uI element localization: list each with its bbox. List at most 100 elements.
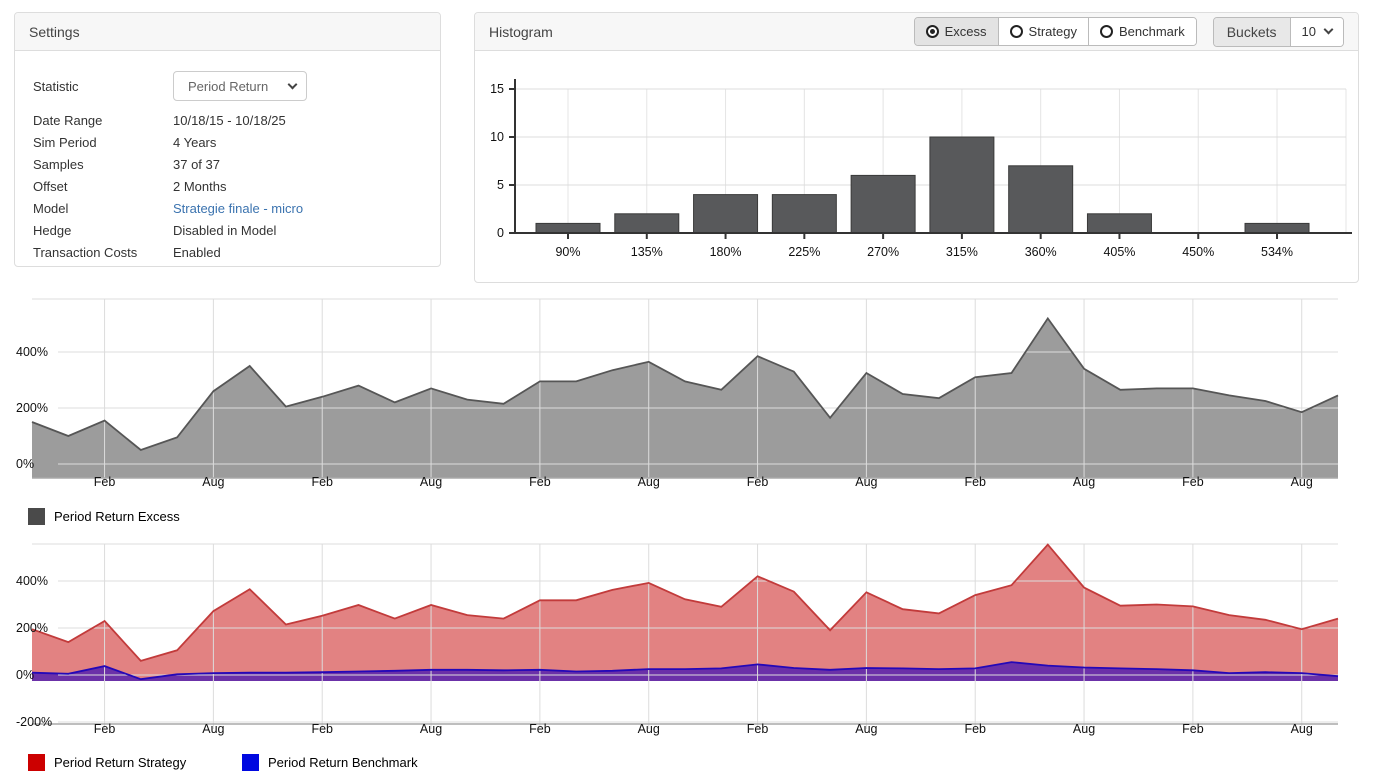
svg-text:0%: 0% — [16, 668, 34, 682]
row-label: Samples — [33, 156, 84, 172]
row-label: Hedge — [33, 222, 72, 238]
buckets-control: Buckets 10 — [1212, 16, 1344, 47]
svg-text:400%: 400% — [16, 574, 48, 588]
settings-row: Samples 37 of 37 — [33, 153, 422, 175]
strategy-legend-swatch — [28, 754, 45, 771]
histogram-controls: Excess Strategy Benchmark Buckets 10 — [913, 16, 1344, 47]
settings-row: Offset 2 Months — [33, 175, 422, 197]
benchmark-legend: Period Return Benchmark — [242, 754, 418, 771]
svg-text:10: 10 — [490, 130, 504, 144]
svg-text:Aug: Aug — [1073, 475, 1095, 489]
settings-row-model: Model Strategie finale - micro — [33, 197, 422, 219]
radio-icon — [1099, 25, 1113, 38]
radio-benchmark[interactable]: Benchmark — [1088, 18, 1196, 45]
settings-row-statistic: Statistic Period Return — [33, 65, 422, 107]
svg-text:405%: 405% — [1103, 245, 1135, 259]
svg-text:Feb: Feb — [964, 475, 986, 489]
excess-area-chart: 0% 200% 400% Feb Aug Feb Aug Feb Aug Feb Aug Feb Aug… — [0, 296, 1373, 500]
svg-text:Aug: Aug — [638, 722, 660, 736]
radio-strategy[interactable]: Strategy — [998, 18, 1089, 45]
row-label: Model — [33, 200, 69, 216]
excess-legend: Period Return Excess — [28, 508, 180, 525]
excess-legend-label: Period Return Excess — [54, 509, 180, 524]
settings-panel-header: Settings — [15, 13, 440, 51]
histogram-panel-header: Histogram Excess Strategy Benchmark — [475, 13, 1358, 51]
settings-row: Sim Period 4 Years — [33, 131, 422, 153]
svg-text:315%: 315% — [946, 245, 978, 259]
svg-text:15: 15 — [490, 82, 504, 96]
row-label: Transaction Costs — [33, 244, 138, 260]
row-value: 37 of 37 — [173, 156, 220, 172]
svg-text:Feb: Feb — [94, 475, 116, 489]
benchmark-legend-swatch — [242, 754, 259, 771]
histogram-title: Histogram — [489, 23, 553, 40]
series-radio-group: Excess Strategy Benchmark — [913, 17, 1197, 46]
svg-text:Feb: Feb — [964, 722, 986, 736]
svg-text:450%: 450% — [1182, 245, 1214, 259]
row-label: Offset — [33, 178, 68, 194]
svg-text:Aug: Aug — [420, 722, 442, 736]
statistic-label: Statistic — [33, 78, 79, 94]
radio-excess[interactable]: Excess — [914, 18, 999, 45]
settings-row: Date Range 10/18/15 - 10/18/25 — [33, 109, 422, 131]
row-value: 2 Months — [173, 178, 227, 194]
svg-text:Feb: Feb — [1182, 475, 1204, 489]
settings-row: Hedge Disabled in Model — [33, 219, 422, 241]
svg-text:400%: 400% — [16, 345, 48, 359]
svg-text:Aug: Aug — [855, 722, 877, 736]
buckets-select[interactable]: 10 — [1290, 17, 1343, 46]
svg-text:Aug: Aug — [420, 475, 442, 489]
svg-text:-200%: -200% — [16, 715, 52, 729]
svg-text:Aug: Aug — [202, 722, 224, 736]
histogram-chart: 0 5 10 15 90% 135% 180% 225% 270% 315% 360% 405% 450… — [475, 53, 1358, 282]
model-link[interactable]: Strategie finale - micro — [173, 200, 304, 216]
benchmark-legend-label: Period Return Benchmark — [268, 755, 418, 770]
svg-text:Feb: Feb — [311, 722, 333, 736]
strategy-legend-label: Period Return Strategy — [54, 755, 187, 770]
buckets-label: Buckets — [1213, 17, 1291, 46]
svg-text:5: 5 — [497, 178, 504, 192]
svg-text:Aug: Aug — [202, 475, 224, 489]
strategy-benchmark-area-chart: -200% 0% 200% 400% Feb Aug Feb Aug Feb Aug Feb Aug F… — [0, 540, 1373, 740]
svg-text:360%: 360% — [1025, 245, 1057, 259]
svg-text:200%: 200% — [16, 401, 48, 415]
row-value: 10/18/15 - 10/18/25 — [173, 112, 286, 128]
svg-text:Aug: Aug — [1073, 722, 1095, 736]
svg-text:0%: 0% — [16, 457, 34, 471]
excess-legend-swatch — [28, 508, 45, 525]
row-value: 4 Years — [173, 134, 217, 150]
svg-text:180%: 180% — [710, 245, 742, 259]
statistic-select-value: Period Return — [188, 78, 269, 94]
statistic-select[interactable]: Period Return — [173, 71, 307, 101]
settings-panel: Settings Statistic Period Return Date Ra… — [14, 12, 441, 267]
chevron-down-icon — [1323, 24, 1334, 35]
svg-text:Feb: Feb — [747, 475, 769, 489]
svg-text:Feb: Feb — [311, 475, 333, 489]
radio-icon — [925, 25, 939, 38]
svg-text:Feb: Feb — [747, 722, 769, 736]
row-value: Enabled — [173, 244, 221, 260]
svg-text:270%: 270% — [867, 245, 899, 259]
radio-label: Strategy — [1028, 24, 1077, 39]
svg-text:Aug: Aug — [638, 475, 660, 489]
svg-text:135%: 135% — [631, 245, 663, 259]
strategy-legend: Period Return Strategy — [28, 754, 186, 771]
svg-text:90%: 90% — [555, 245, 580, 259]
settings-body: Statistic Period Return Date Range 10/18… — [15, 51, 440, 263]
svg-text:225%: 225% — [788, 245, 820, 259]
svg-text:Aug: Aug — [1291, 475, 1313, 489]
svg-text:Feb: Feb — [94, 722, 116, 736]
svg-text:534%: 534% — [1261, 245, 1293, 259]
row-value: Disabled in Model — [173, 222, 277, 238]
svg-text:Feb: Feb — [529, 475, 551, 489]
settings-row: Transaction Costs Enabled — [33, 241, 422, 263]
settings-title: Settings — [29, 23, 80, 40]
histogram-panel: Histogram Excess Strategy Benchmark — [474, 12, 1359, 283]
chevron-down-icon — [287, 79, 298, 89]
buckets-select-value: 10 — [1301, 24, 1316, 39]
radio-label: Excess — [944, 24, 987, 39]
svg-text:Aug: Aug — [1291, 722, 1313, 736]
svg-text:Feb: Feb — [529, 722, 551, 736]
radio-label: Benchmark — [1118, 24, 1185, 39]
